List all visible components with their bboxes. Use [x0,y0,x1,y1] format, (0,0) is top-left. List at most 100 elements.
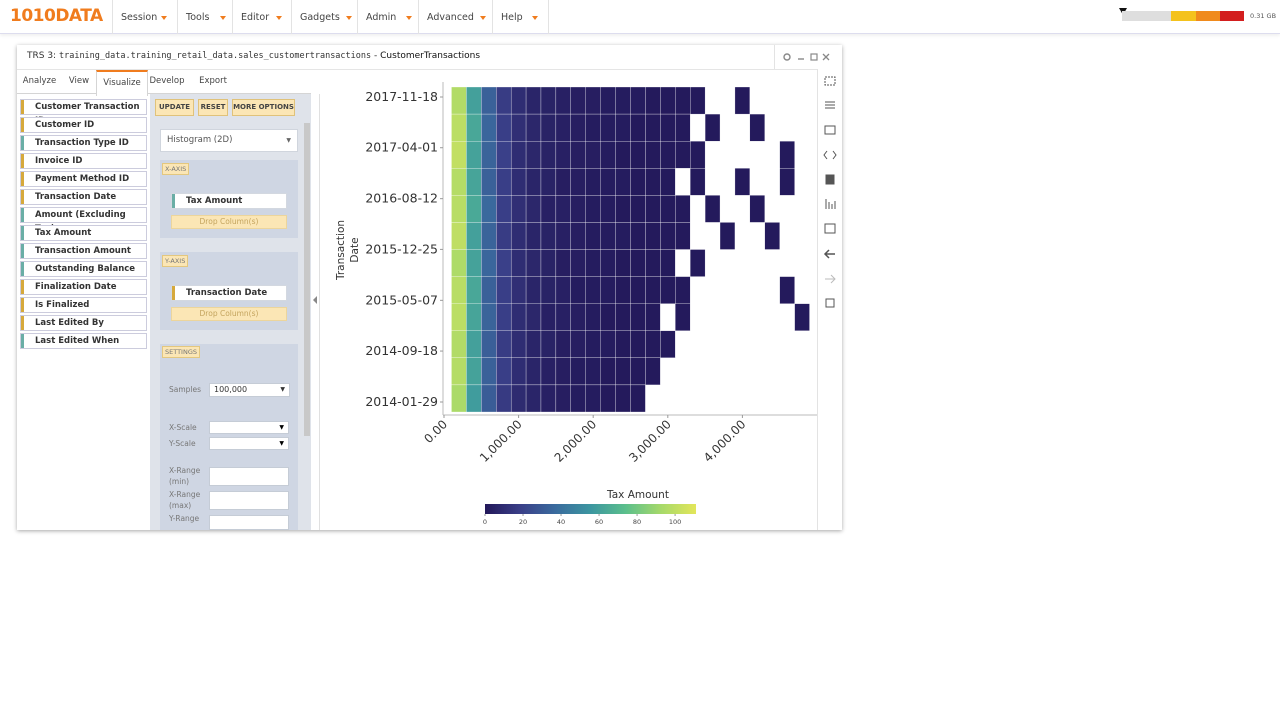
heatmap-cell [645,222,661,250]
collapse-button[interactable] [312,295,319,305]
heatmap-cell [675,385,690,412]
split-icon[interactable] [824,223,836,234]
chart-type-select[interactable]: Histogram (2D) ▼ [160,129,298,152]
column-item[interactable]: Outstanding Balance [20,261,147,277]
heatmap-cell [660,304,675,331]
menu-item[interactable]: Session [121,12,158,23]
menu-item[interactable]: Editor [241,12,270,23]
column-item[interactable]: Is Finalized [20,297,147,313]
back-icon[interactable] [823,249,835,259]
menu-item[interactable]: Admin [366,12,397,23]
menu-item[interactable]: Tools [186,12,210,23]
heatmap-cell [510,357,527,386]
y-axis-column[interactable]: Transaction Date [171,285,287,301]
heatmap-cell [615,276,631,304]
maximize-icon[interactable] [810,53,818,61]
button[interactable]: RESET [198,99,228,116]
section-label: Y-AXIS [162,255,189,267]
column-item[interactable]: Transaction Date [20,189,147,205]
column-item[interactable]: Transaction Type ID [20,135,147,151]
heatmap-cell [496,168,512,196]
button[interactable]: MORE OPTIONS [232,99,295,116]
column-item[interactable]: Last Edited When [20,333,147,349]
chart-icon[interactable] [825,199,836,209]
column-item[interactable]: Customer ID [20,117,147,133]
heatmap-cell [750,87,765,114]
column-name: Transaction Date [35,192,117,202]
heatmap-cell [555,195,571,223]
menu-item[interactable]: Advanced [427,12,474,23]
settings-icon[interactable] [783,53,791,61]
heatmap-cell [466,168,482,196]
heatmap-cell [780,304,795,331]
x-scale-select[interactable]: ▼ [209,421,289,434]
column-item[interactable]: Last Edited By [20,315,147,331]
heatmap-cell [720,304,735,331]
heatmap-cell [795,141,810,168]
tab[interactable]: Visualize [96,70,148,96]
section-label: SETTINGS [162,346,201,358]
menu-item[interactable]: Help [501,12,523,23]
y-scale-select[interactable]: ▼ [209,437,289,450]
close-icon[interactable] [822,53,830,61]
table-icon[interactable] [824,125,836,135]
column-item[interactable]: Amount (Excluding Tax) [20,207,147,234]
tab[interactable]: View [68,76,90,86]
heatmap-cell [780,385,795,412]
heatmap-cell [600,222,616,250]
logo[interactable]: 1010DATA [10,6,103,26]
heatmap-cell [750,141,765,168]
column-name: Finalization Date [35,282,117,292]
y-range-input[interactable] [209,515,289,530]
x-range-max-label: X-Range (max) [169,490,201,510]
y-tick-label: 2017-04-01 [365,140,438,155]
heatmap-cell [510,113,527,142]
heatmap-cell [615,384,631,413]
drop-zone[interactable]: Drop Column(s) [171,215,287,229]
column-item[interactable]: Finalization Date [20,279,147,295]
heatmap-cell [795,277,810,304]
column-item[interactable]: Invoice ID [20,153,147,169]
heatmap-cell [720,331,735,358]
column-item[interactable]: Customer Transaction ID [20,99,147,126]
scrollbar[interactable] [304,123,310,436]
colorbar-tick-label: 100 [669,518,681,526]
tab[interactable]: Export [199,76,227,86]
x-scale-label: X-Scale [169,423,197,432]
x-axis-column[interactable]: Tax Amount [171,193,287,209]
tab[interactable]: Analyze [22,76,57,86]
column-item[interactable]: Transaction Amount [20,243,147,259]
samples-select[interactable]: 100,000 ▼ [209,383,290,397]
grid-icon[interactable] [824,76,836,86]
column-item[interactable]: Payment Method ID [20,171,147,187]
x-axis-section: X-AXIS Tax Amount Drop Column(s) [160,160,298,238]
heatmap-cell [720,141,735,168]
forward-icon[interactable] [825,274,836,284]
heatmap-cell [735,385,750,412]
list-icon[interactable] [825,101,835,109]
heatmap-cell [525,330,542,358]
heatmap-cell [765,304,780,331]
x-range-max-input[interactable] [209,491,289,510]
y-scale-label: Y-Scale [169,439,196,448]
menu-item[interactable]: Gadgets [300,12,340,23]
y-tick-label: 2016-08-12 [365,191,438,206]
heatmap-cell [630,249,646,277]
heatmap-cell [600,249,616,277]
heatmap-cell [510,222,527,250]
column-item[interactable]: Tax Amount [20,225,147,241]
heatmap-cell [555,86,571,115]
heatmap-cell [780,222,795,249]
copy-icon[interactable] [825,298,835,308]
drop-zone[interactable]: Drop Column(s) [171,307,287,321]
book-icon[interactable] [825,174,835,185]
heatmap-cell [615,168,631,196]
x-range-min-input[interactable] [209,467,289,486]
column-marker [21,208,24,222]
x-tick-label: 4,000.00 [701,417,749,465]
heatmap-cell [540,141,557,169]
code-icon[interactable] [823,150,837,160]
tab[interactable]: Develop [149,76,185,86]
button[interactable]: UPDATE [155,99,194,116]
heatmap-cell [750,168,765,195]
